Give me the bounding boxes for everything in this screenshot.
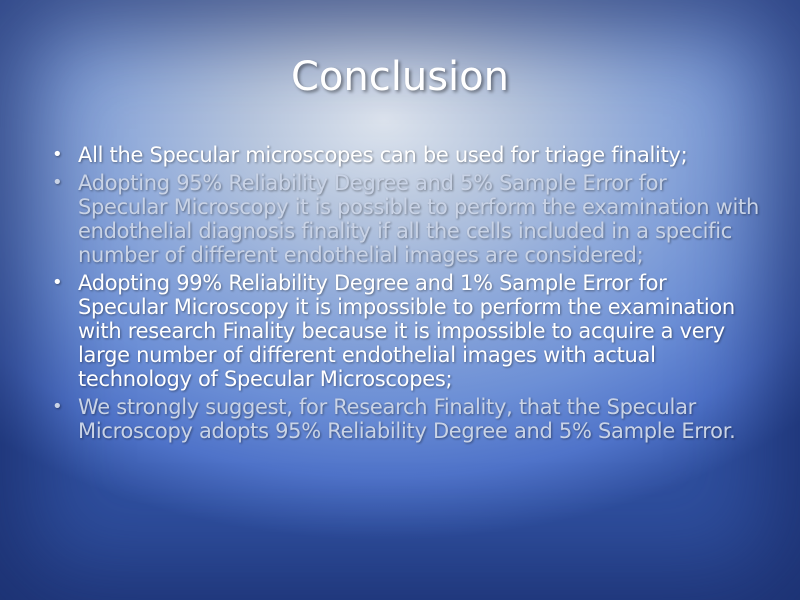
slide-title: Conclusion [291,54,509,100]
bullet-item: • All the Specular microscopes can be us… [48,143,760,167]
bullet-text: All the Specular microscopes can be used… [78,143,688,167]
bullet-dot-icon: • [52,272,63,293]
bullet-dot-icon: • [52,144,63,165]
bullet-item: • Adopting 99% Reliability Degree and 1%… [48,271,760,391]
bullet-text: Adopting 95% Reliability Degree and 5% S… [78,171,759,267]
bullet-list: • All the Specular microscopes can be us… [48,143,760,447]
bullet-item: • Adopting 95% Reliability Degree and 5%… [48,171,760,267]
bullet-text: We strongly suggest, for Research Finali… [78,395,736,443]
bullet-dot-icon: • [52,396,63,417]
bullet-text: Adopting 99% Reliability Degree and 1% S… [78,271,735,391]
bullet-dot-icon: • [52,172,63,193]
bullet-item: • We strongly suggest, for Research Fina… [48,395,760,443]
